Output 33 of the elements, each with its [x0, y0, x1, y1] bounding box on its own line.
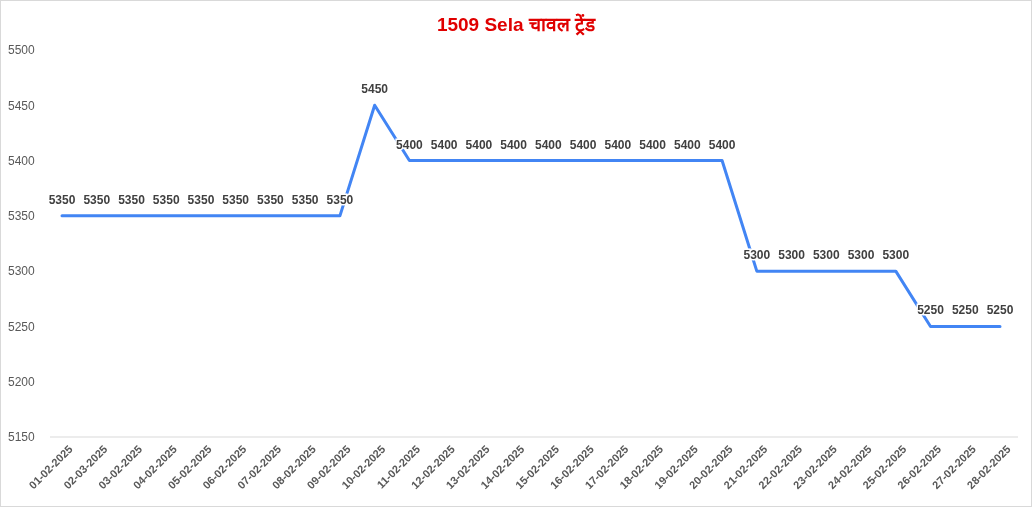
data-label: 5350: [187, 192, 215, 207]
data-label: 5350: [222, 192, 250, 207]
data-label: 5250: [986, 303, 1014, 318]
y-tick-label: 5450: [8, 98, 36, 113]
y-tick-label: 5300: [8, 264, 36, 279]
data-label: 5400: [430, 137, 458, 152]
y-tick-label: 5200: [8, 375, 36, 390]
data-label: 5400: [673, 137, 701, 152]
y-tick-label: 5400: [8, 153, 36, 168]
y-tick-label: 5500: [8, 43, 36, 58]
data-label: 5300: [778, 248, 806, 263]
data-label: 5350: [291, 192, 319, 207]
data-label: 5400: [604, 137, 632, 152]
data-label: 5350: [257, 192, 285, 207]
data-label: 5250: [951, 303, 979, 318]
data-label: 5400: [465, 137, 493, 152]
data-label: 5350: [83, 192, 111, 207]
data-label: 5300: [812, 248, 840, 263]
data-label: 5350: [118, 192, 146, 207]
data-label: 5350: [152, 192, 180, 207]
data-label: 5400: [639, 137, 667, 152]
y-tick-label: 5350: [8, 209, 36, 224]
data-label: 5400: [535, 137, 563, 152]
data-label: 5400: [708, 137, 736, 152]
data-label: 5300: [847, 248, 875, 263]
chart-title: 1509 Sela चावल ट्रेंड: [436, 13, 597, 36]
y-tick-label: 5250: [8, 319, 36, 334]
y-tick-label: 5150: [8, 430, 36, 445]
data-label: 5400: [500, 137, 528, 152]
data-label: 5400: [569, 137, 597, 152]
data-label: 5450: [361, 82, 389, 97]
data-label: 5300: [882, 248, 910, 263]
data-label: 5350: [48, 192, 76, 207]
